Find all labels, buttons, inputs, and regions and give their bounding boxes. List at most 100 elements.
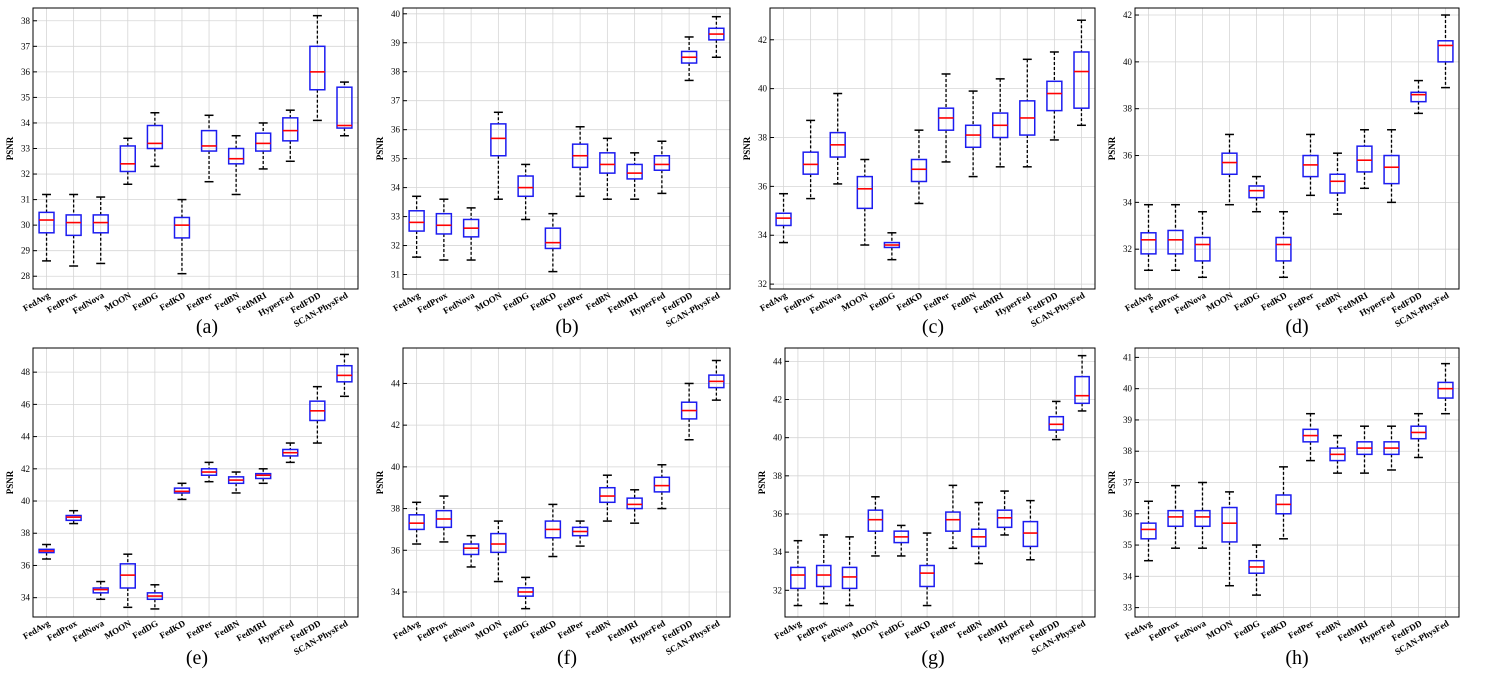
box-fedprox [1167,203,1184,272]
box-fedbn [1329,152,1346,215]
box-body [1437,381,1454,399]
box-scan-physfed [1437,14,1454,89]
box-body [38,211,55,234]
box-fedmri [255,122,272,170]
y-tick-label: 40 [21,496,31,506]
box-fedbn [970,501,987,565]
box-fedmri [1356,425,1373,474]
y-tick-label: 40 [758,84,768,94]
y-tick-label: 46 [21,399,31,409]
y-tick-label: 35 [391,154,401,164]
y-tick-label: 39 [391,38,401,48]
box-body [945,511,961,532]
y-tick-label: 38 [21,528,31,538]
y-tick-label: 36 [21,67,31,77]
box-body [408,514,425,531]
y-tick-label: 44 [21,432,31,442]
box-body [173,487,191,494]
y-tick-label: 36 [1123,509,1133,519]
y-tick-label: 38 [1123,104,1133,114]
box-body [119,145,136,173]
category-label: FedDG [501,290,530,313]
panel-d: 323436384042PSNRFedAvgFedProxFedNovaMOON… [1107,7,1460,338]
y-axis-label: PSNR [5,470,15,494]
box-fedmri [626,152,643,200]
y-tick-label: 31 [391,270,400,280]
box-body [1302,154,1319,178]
box-fedper [200,114,218,183]
box-fedavg [38,543,55,560]
box-body [919,564,935,588]
category-label: MOON [103,618,134,641]
category-label: FedKD [158,290,188,313]
box-body [599,486,616,504]
y-tick-label: 34 [21,118,31,128]
box-fedavg [790,539,806,607]
y-tick-label: 39 [1123,415,1133,425]
y-tick-label: 34 [758,230,768,240]
box-hyperfed [1022,499,1039,561]
box-fedprox [815,534,832,605]
box-body [626,497,643,510]
box-fedkd [173,198,191,275]
box-moon [1221,491,1238,587]
box-feddg [517,163,534,221]
box-body [1074,375,1090,405]
axes-frame [402,347,731,618]
panel-label: (d) [1285,316,1308,338]
box-body [1383,154,1400,185]
category-label: FedDG [877,618,906,641]
box-body [867,509,884,532]
box-fednova [462,534,480,568]
panel-label: (a) [196,316,218,338]
category-label: FedKD [529,618,559,641]
y-tick-label: 42 [391,420,400,430]
box-moon [119,553,136,609]
box-body [1194,509,1211,528]
box-feddg [146,584,164,610]
box-fednova [1194,210,1211,279]
y-tick-label: 34 [1123,197,1133,207]
box-fedkd [544,212,562,273]
category-label: MOON [103,290,134,313]
box-fedkd [910,129,928,205]
box-hyperfed [1383,425,1400,471]
box-body [255,472,272,480]
y-tick-label: 34 [391,183,401,193]
axes-frame [32,347,359,618]
category-label: FedDG [1232,290,1261,313]
box-fedper [571,126,589,198]
y-tick-label: 28 [21,271,31,281]
box-body [490,532,507,554]
y-tick-label: 36 [21,560,31,570]
y-tick-label: 37 [391,96,401,106]
category-label: FedPer [556,290,585,313]
box-fedper [200,461,218,483]
category-label: FedDG [131,618,160,641]
box-body [1167,509,1184,528]
box-body [490,123,507,157]
box-body [146,124,164,150]
box-scan-physfed [1073,19,1090,127]
y-tick-label: 40 [391,9,401,19]
category-label: FedPer [929,618,958,641]
box-body [1221,152,1238,176]
box-body [462,543,480,556]
axes-frame [769,7,1096,290]
y-tick-label: 34 [1123,571,1133,581]
axes-frame [1134,7,1460,290]
box-body [815,564,832,588]
box-fednova [1194,481,1211,549]
y-tick-label: 33 [391,212,401,222]
y-tick-label: 42 [773,395,782,405]
box-body [336,86,353,129]
category-label: FedPer [185,618,214,641]
box-fedfdd [1410,79,1427,115]
panel-f: 343638404244PSNRFedAvgFedProxFedNovaMOON… [375,347,731,669]
box-feddg [1248,175,1265,213]
box-fednova [92,196,109,265]
y-tick-label: 32 [21,169,30,179]
category-label: FedDG [131,290,160,313]
